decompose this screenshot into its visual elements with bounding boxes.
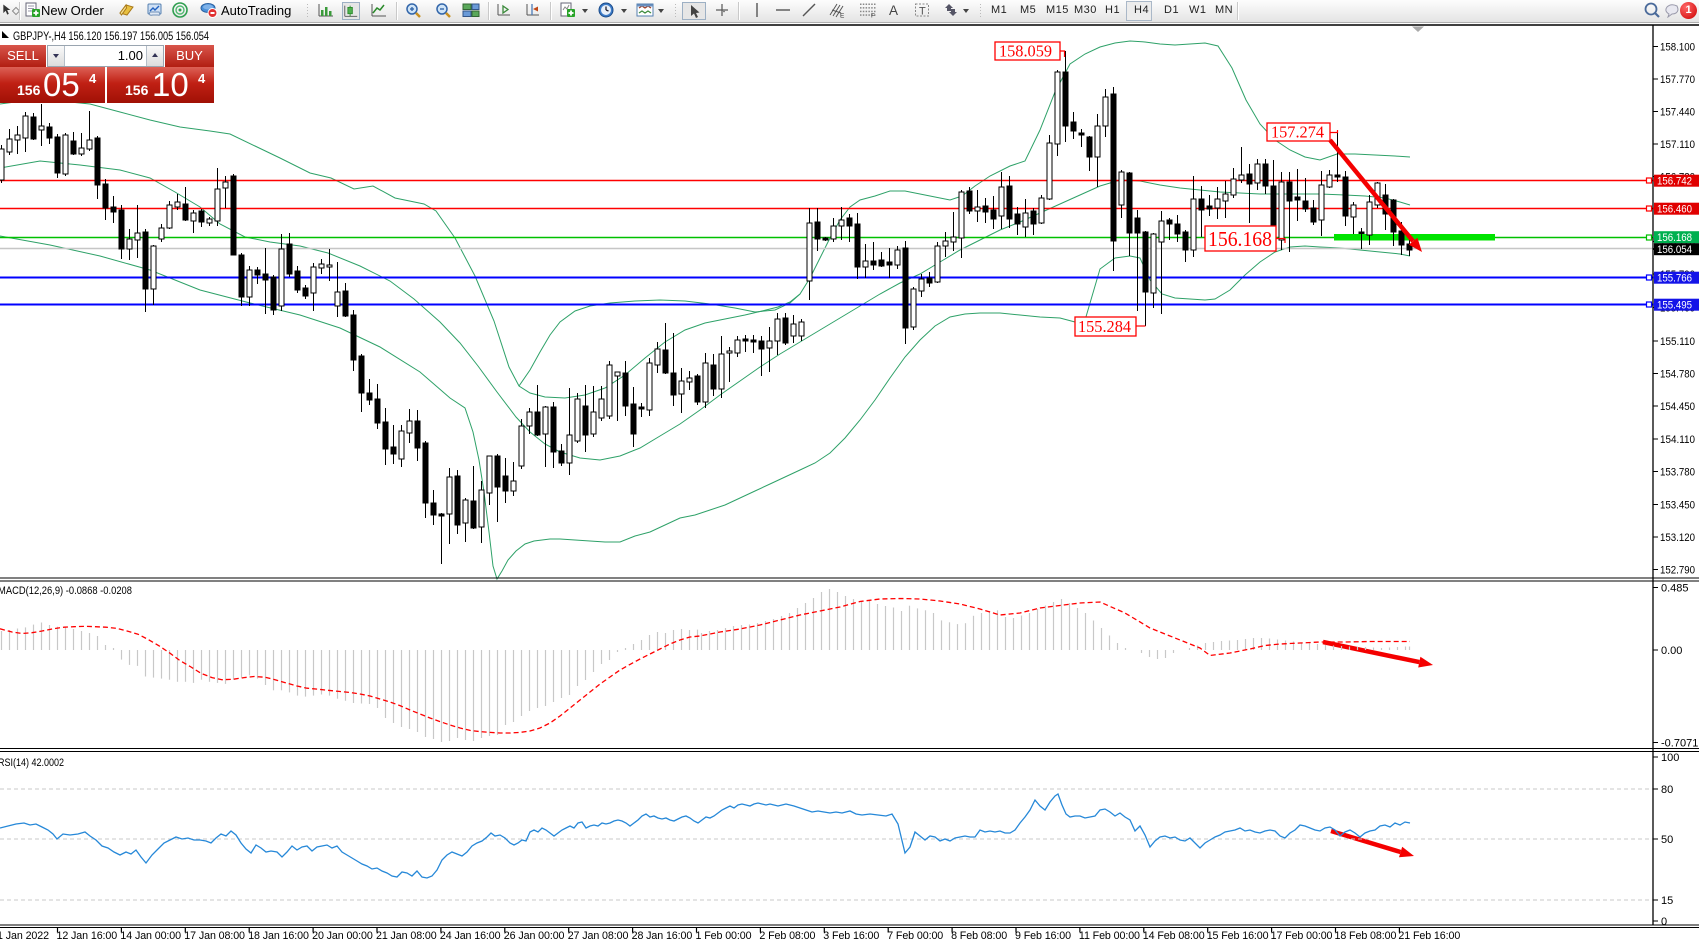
svg-text:152.790: 152.790 — [1660, 565, 1695, 577]
svg-text:155.110: 155.110 — [1660, 336, 1695, 348]
svg-text:11 Jan 2022: 11 Jan 2022 — [0, 930, 49, 942]
svg-text:158.100: 158.100 — [1660, 42, 1695, 54]
svg-text:154.110: 154.110 — [1660, 434, 1695, 446]
svg-text:154.780: 154.780 — [1660, 369, 1695, 381]
svg-text:17 Jan 08:00: 17 Jan 08:00 — [184, 930, 245, 942]
svg-text:2 Feb 08:00: 2 Feb 08:00 — [759, 930, 815, 942]
svg-text:3 Feb 16:00: 3 Feb 16:00 — [823, 930, 879, 942]
svg-text:12 Jan 16:00: 12 Jan 16:00 — [57, 930, 118, 942]
svg-text:0: 0 — [1661, 916, 1667, 928]
svg-text:14 Feb 08:00: 14 Feb 08:00 — [1143, 930, 1205, 942]
svg-text:15: 15 — [1661, 895, 1673, 907]
svg-text:156.742: 156.742 — [1657, 176, 1692, 188]
svg-text:7 Feb 00:00: 7 Feb 00:00 — [887, 930, 943, 942]
svg-text:15 Feb 16:00: 15 Feb 16:00 — [1207, 930, 1269, 942]
svg-text:156.460: 156.460 — [1657, 204, 1692, 216]
svg-text:RSI(14) 42.0002: RSI(14) 42.0002 — [0, 757, 64, 769]
svg-text:E: E — [840, 13, 845, 19]
svg-text:156.168: 156.168 — [1657, 232, 1692, 244]
svg-text:14 Jan 00:00: 14 Jan 00:00 — [120, 930, 181, 942]
svg-text:8 Feb 08:00: 8 Feb 08:00 — [951, 930, 1007, 942]
svg-text:153.120: 153.120 — [1660, 532, 1695, 544]
svg-text:24 Jan 16:00: 24 Jan 16:00 — [440, 930, 501, 942]
svg-text:21 Feb 16:00: 21 Feb 16:00 — [1398, 930, 1460, 942]
svg-text:158.059: 158.059 — [999, 42, 1052, 61]
svg-text:156.168: 156.168 — [1208, 227, 1272, 251]
svg-text:157.440: 157.440 — [1660, 107, 1695, 119]
svg-text:153.450: 153.450 — [1660, 500, 1695, 512]
svg-text:157.770: 157.770 — [1660, 74, 1695, 86]
svg-text:50: 50 — [1661, 834, 1673, 846]
svg-text:-0.7071: -0.7071 — [1661, 738, 1698, 750]
svg-text:100: 100 — [1661, 752, 1679, 764]
svg-text:11 Feb 00:00: 11 Feb 00:00 — [1079, 930, 1140, 942]
svg-text:F: F — [871, 13, 875, 19]
svg-text:0.00: 0.00 — [1661, 645, 1682, 657]
svg-text:27 Jan 08:00: 27 Jan 08:00 — [568, 930, 629, 942]
svg-text:17 Feb 00:00: 17 Feb 00:00 — [1271, 930, 1333, 942]
svg-text:157.110: 157.110 — [1660, 139, 1695, 151]
svg-text:9 Feb 16:00: 9 Feb 16:00 — [1015, 930, 1071, 942]
svg-text:28 Jan 16:00: 28 Jan 16:00 — [632, 930, 693, 942]
svg-text:154.450: 154.450 — [1660, 401, 1695, 413]
svg-text:155.284: 155.284 — [1078, 317, 1131, 336]
svg-text:80: 80 — [1661, 784, 1673, 796]
svg-text:153.780: 153.780 — [1660, 467, 1695, 479]
svg-text:MACD(12,26,9) -0.0868 -0.0208: MACD(12,26,9) -0.0868 -0.0208 — [0, 585, 132, 597]
svg-text:T: T — [919, 6, 926, 18]
svg-text:1 Feb 00:00: 1 Feb 00:00 — [696, 930, 752, 942]
svg-text:157.274: 157.274 — [1271, 123, 1324, 142]
svg-text:155.495: 155.495 — [1657, 300, 1692, 312]
svg-text:26 Jan 00:00: 26 Jan 00:00 — [504, 930, 565, 942]
svg-text:155.766: 155.766 — [1657, 273, 1692, 285]
svg-text:GBPJPY-,H4 156.120 156.197 15: GBPJPY-,H4 156.120 156.197 156.005 156.0… — [13, 31, 209, 43]
svg-text:156.054: 156.054 — [1657, 244, 1692, 256]
svg-text:20 Jan 00:00: 20 Jan 00:00 — [312, 930, 373, 942]
svg-text:21 Jan 08:00: 21 Jan 08:00 — [376, 930, 437, 942]
svg-text:18 Feb 08:00: 18 Feb 08:00 — [1335, 930, 1397, 942]
svg-text:0.485: 0.485 — [1661, 583, 1689, 595]
svg-text:18 Jan 16:00: 18 Jan 16:00 — [248, 930, 309, 942]
